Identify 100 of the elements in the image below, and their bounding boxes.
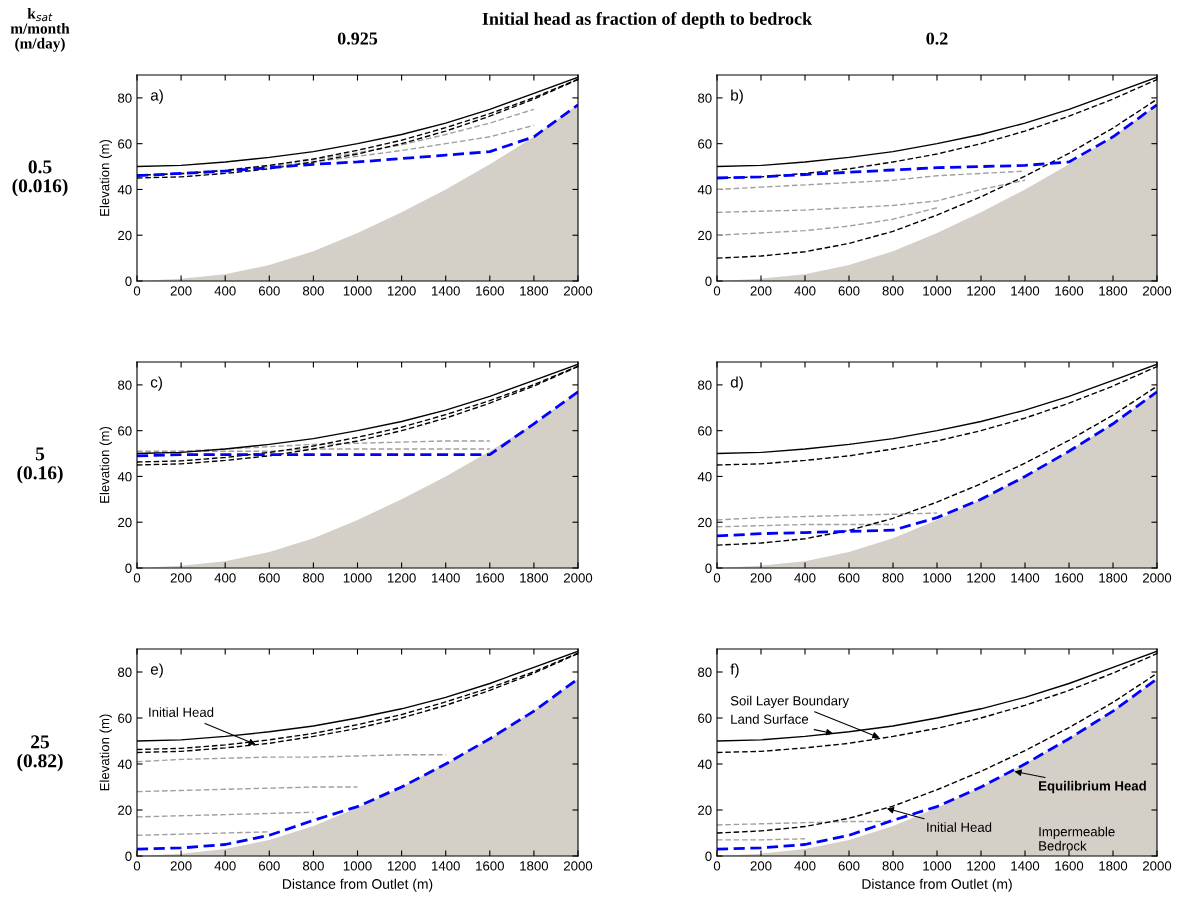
y-tick-label: 40 (117, 759, 132, 769)
x-tick-label: 600 (258, 573, 280, 583)
y-tick-label: 0 (125, 851, 132, 861)
x-tick-label: 400 (214, 861, 236, 871)
y-tick-label: 40 (117, 472, 132, 482)
x-tick-label: 600 (838, 861, 860, 871)
x-tick-label: 800 (882, 286, 904, 296)
x-tick-label: 200 (750, 286, 772, 296)
y-tick-label: 20 (118, 230, 132, 241)
x-tick-label: 400 (794, 573, 816, 583)
x-tick-label: 1600 (1055, 573, 1084, 583)
x-tick-label: 1800 (520, 573, 549, 583)
y-tick-label: 0 (125, 563, 132, 573)
x-tick-label: 400 (214, 286, 236, 296)
y-tick-label: 80 (698, 380, 712, 390)
x-tick-label: 800 (302, 861, 324, 871)
x-tick-label: 0 (133, 573, 141, 583)
x-tick-label: 1400 (432, 286, 460, 296)
y-tick-label: 0 (705, 563, 712, 573)
annotation: b) (731, 89, 743, 104)
annotation: Equilibrium Head (1039, 780, 1146, 794)
y-tick-label: 20 (118, 517, 132, 528)
x-tick-label: 0 (713, 573, 721, 583)
x-tick-label: 2000 (1142, 861, 1172, 871)
y-tick-label: 80 (698, 667, 712, 677)
x-tick-label: 1600 (1055, 286, 1084, 296)
annotation: f) (730, 663, 739, 678)
y-axis-title: Elevation (m) (99, 426, 112, 503)
annotation: c) (150, 376, 163, 391)
y-tick-label: 80 (118, 93, 132, 103)
x-tick-label: 0 (713, 286, 721, 296)
y-tick-label: 60 (698, 713, 712, 723)
text: 0.5 (0.016) (12, 160, 68, 197)
x-tick-label: 600 (838, 573, 860, 583)
y-tick-label: 80 (698, 93, 712, 103)
chart-title: 0.2 (926, 32, 948, 45)
x-tick-label: 600 (258, 861, 280, 871)
annotation: d) (730, 376, 743, 391)
x-tick-label: 0 (133, 286, 141, 296)
y-tick-label: 20 (118, 805, 132, 815)
x-tick-label: 200 (750, 861, 772, 871)
x-tick-label: 2000 (563, 286, 593, 296)
y-axis-title: Elevation (m) (99, 139, 112, 216)
annotation: Initial Head (149, 707, 214, 717)
x-tick-label: 800 (882, 861, 904, 871)
x-tick-label: 1800 (1099, 286, 1128, 296)
x-tick-label: 1600 (476, 573, 504, 583)
x-tick-label: 1400 (1011, 861, 1040, 871)
y-tick-label: 40 (697, 472, 712, 482)
x-tick-label: 0 (133, 861, 141, 871)
x-tick-label: 1400 (1011, 286, 1040, 296)
y-tick-label: 60 (118, 713, 132, 723)
annotation: a) (150, 89, 163, 104)
y-tick-label: 0 (125, 276, 132, 286)
text: Initial head as fraction of depth to bedrock (482, 12, 813, 29)
y-tick-label: 40 (117, 185, 132, 195)
x-tick-label: 1000 (343, 861, 372, 871)
y-tick-label: 20 (698, 230, 712, 241)
annotation: Initial Head (927, 822, 992, 832)
text: 5 (0.16) (17, 447, 63, 484)
x-tick-label: 200 (170, 861, 192, 871)
y-tick-label: 0 (705, 851, 712, 861)
x-tick-label: 200 (170, 286, 192, 296)
y-tick-label: 20 (698, 517, 712, 528)
x-tick-label: 1200 (387, 573, 416, 583)
x-tick-label: 0 (713, 861, 721, 871)
x-tick-label: 1400 (1011, 573, 1040, 583)
x-tick-label: 1600 (476, 286, 504, 296)
y-tick-label: 60 (698, 426, 712, 436)
x-tick-label: 400 (214, 573, 236, 583)
x-tick-label: 1400 (432, 861, 460, 871)
x-tick-label: 2000 (1142, 573, 1172, 583)
x-tick-label: 1200 (967, 573, 996, 583)
y-tick-label: 20 (698, 805, 712, 815)
x-tick-label: 1600 (476, 861, 504, 871)
x-tick-label: 800 (302, 573, 324, 583)
text: 25 (0.82) (17, 735, 63, 772)
y-axis-title: Elevation (m) (99, 714, 112, 791)
x-tick-label: 1200 (387, 861, 416, 871)
y-tick-label: 0 (705, 276, 712, 286)
annotation: Impermeable Bedrock (1039, 826, 1115, 851)
annotation: Land Surface (731, 714, 809, 724)
x-tick-label: 2000 (563, 861, 593, 871)
x-tick-label: 400 (794, 861, 816, 871)
x-tick-label: 1800 (520, 861, 549, 871)
x-tick-label: 1800 (1099, 573, 1128, 583)
y-tick-label: 40 (697, 185, 712, 195)
x-tick-label: 600 (838, 286, 860, 296)
y-tick-label: 60 (118, 139, 132, 149)
x-tick-label: 1000 (343, 286, 372, 296)
x-tick-label: 1200 (387, 286, 416, 296)
y-tick-label: 60 (698, 139, 712, 149)
x-tick-label: 1000 (923, 861, 952, 871)
x-tick-label: 1000 (923, 573, 952, 583)
x-axis-title: Distance from Outlet (m) (283, 878, 433, 892)
annotation: Soil Layer Boundary (730, 695, 849, 709)
x-tick-label: 1600 (1055, 861, 1084, 871)
x-axis-title: Distance from Outlet (m) (862, 878, 1012, 892)
x-tick-label: 1800 (1099, 861, 1128, 871)
x-tick-label: 1400 (432, 573, 460, 583)
